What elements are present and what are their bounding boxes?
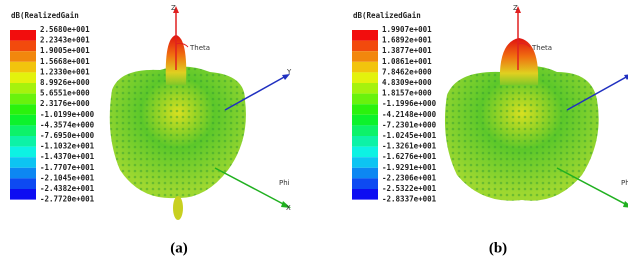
pattern-texture [445,66,599,201]
axis-label: Theta [189,44,210,52]
legend-label: 7.8462e+000 [382,67,432,76]
color-swatch [352,51,378,62]
color-swatch [352,178,378,189]
color-swatch [352,125,378,136]
legend-label: 1.2330e+001 [40,67,90,76]
axis-label: Theta [531,44,552,52]
color-swatch [10,30,36,41]
legend-label: -1.1996e+000 [382,99,437,108]
legend-label: 5.6551e+000 [40,89,90,98]
legend-label: 1.9005e+001 [40,46,90,55]
legend-label: 2.3176e+000 [40,99,90,108]
color-swatch [10,115,36,126]
axis-label: Z [513,4,518,12]
color-swatch [10,125,36,136]
color-swatch [352,94,378,105]
legend-label: -2.2306e+001 [382,173,437,182]
color-swatch [10,41,36,52]
legend-label: -2.1045e+001 [40,173,95,182]
axis-label: Phi [621,179,628,187]
legend-label: 1.5668e+001 [40,57,90,66]
color-swatch [10,189,36,200]
color-swatch [352,30,378,41]
color-swatch [352,41,378,52]
color-swatch [10,51,36,62]
color-swatch [352,104,378,115]
caption: (a) [170,240,188,256]
color-swatch [352,157,378,168]
color-swatch [10,83,36,94]
pattern-texture [110,66,246,198]
color-swatch [10,157,36,168]
legend-label: -1.7707e+001 [40,163,95,172]
color-swatch [352,83,378,94]
color-swatch [352,115,378,126]
legend-label: -2.4382e+001 [40,184,95,193]
color-swatch [10,178,36,189]
panels: dB(RealizedGain2.5680e+0012.2343e+0011.9… [10,4,628,256]
y-arrow [624,74,628,80]
color-swatch [352,72,378,83]
color-swatch [352,189,378,200]
color-swatch [10,72,36,83]
legend-label: -2.7720e+001 [40,195,95,204]
caption: (b) [489,240,507,256]
color-swatch [10,62,36,73]
legend-label: 2.5680e+001 [40,25,90,34]
color-swatch [352,147,378,158]
legend-label: 2.2343e+001 [40,36,90,45]
legend-label: -2.5322e+001 [382,184,437,193]
legend-label: -4.2148e+000 [382,110,437,119]
legend-title: dB(RealizedGain [353,11,421,20]
legend-label: -1.4370e+001 [40,152,95,161]
legend-label: -1.9291e+001 [382,163,437,172]
panel: dB(RealizedGain 1.9907e+001 1.6892e+0011.3… [352,4,628,256]
figure: dB(RealizedGain2.5680e+0012.2343e+0011.9… [0,0,628,263]
axis-label: Z [171,4,176,12]
legend-label: -1.3261e+001 [382,142,437,151]
color-swatch [352,136,378,147]
legend-label: -1.0199e+000 [40,110,95,119]
color-swatch [352,62,378,73]
color-swatch [10,104,36,115]
axis-label: Y [286,68,292,76]
color-swatch [10,147,36,158]
axis-label: X [286,204,291,212]
legend-label: -1.1032e+001 [40,142,95,151]
legend-label: 8.9926e+000 [40,78,90,87]
legend-label: 4.8309e+000 [382,78,432,87]
color-swatch [10,94,36,105]
legend-label: 1.3877e+001 [382,46,432,55]
legend-label: -2.8337e+001 [382,195,437,204]
legend-label: -7.2301e+000 [382,120,437,129]
back-lobe [173,196,183,220]
legend-title: dB(RealizedGain [11,11,79,20]
x-axis [215,168,287,206]
legend-label: -1.6276e+001 [382,152,437,161]
legend-label: -7.6950e+000 [40,131,95,140]
legend-label: 1.0861e+001 [382,57,432,66]
panel: dB(RealizedGain 2.5680e+001 2.2343e+0011.9… [10,4,292,256]
color-swatch [10,136,36,147]
color-swatch [10,168,36,179]
color-swatch [352,168,378,179]
legend-label: 1.8157e+000 [382,89,432,98]
legend-label: 1.6892e+001 [382,36,432,45]
axis-label: Phi [279,179,290,187]
legend-label: -4.3574e+000 [40,120,95,129]
legend-label: 1.9907e+001 [382,25,432,34]
legend-label: -1.0245e+001 [382,131,437,140]
